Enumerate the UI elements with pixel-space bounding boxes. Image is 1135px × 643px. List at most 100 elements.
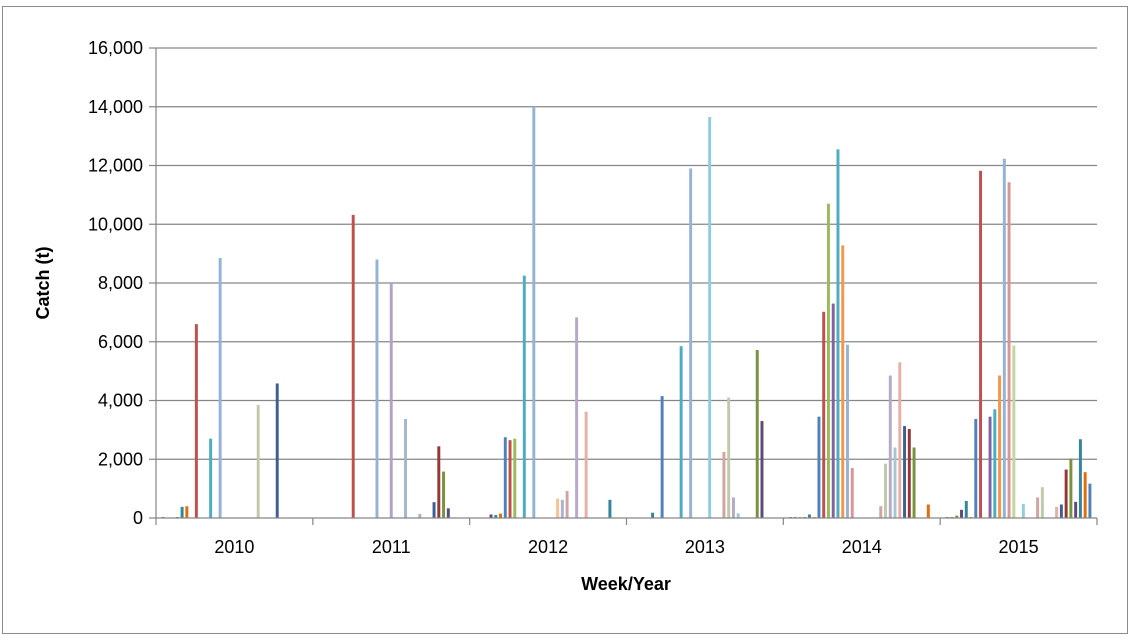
x-tick-label: 2011 [372,537,411,557]
bar [608,499,612,518]
bar [508,440,512,518]
bar [256,404,260,518]
bar [660,396,664,518]
bar [760,421,764,518]
bar [974,419,978,518]
bar [912,447,916,518]
bar [731,497,735,518]
y-tick-label: 8,000 [98,273,143,293]
x-tick-labels: 2010 2011 2012 2013 2014 2015 [214,537,1038,557]
bar [1088,483,1092,518]
bar [185,506,189,518]
bar [275,383,279,518]
bar [1055,506,1059,518]
bar [437,446,441,518]
x-axis-title: Week/Year [581,574,671,594]
bar [513,438,517,518]
bar [679,346,683,518]
bar [884,463,888,518]
x-tick-label: 2014 [842,537,882,557]
bar [180,506,184,518]
x-tick-label: 2012 [528,537,568,557]
bar [836,149,840,518]
y-tick-label: 6,000 [98,332,143,352]
y-tick-label: 2,000 [98,449,143,469]
bar [1059,504,1063,518]
bar [960,509,963,518]
bar [494,515,498,518]
bar [351,214,355,518]
bar [826,203,830,518]
bar [584,411,588,518]
bar [1040,487,1044,518]
bar [736,513,740,518]
bar [1012,345,1016,518]
bar [722,451,726,518]
bar [556,498,560,518]
bar [565,490,569,518]
bar [988,416,992,518]
bar [489,514,493,518]
bar [209,438,213,518]
bar [831,303,835,518]
bar [194,324,198,518]
bar [879,506,883,518]
x-tick-label: 2015 [999,537,1039,557]
bar [926,504,930,518]
bar [532,106,536,518]
bar [389,283,393,518]
bar [822,311,826,518]
y-axis-title: Catch (t) [33,247,53,320]
bar [817,416,821,518]
x-tick-label: 2013 [685,537,725,557]
bar [850,468,854,518]
bar [1036,497,1040,518]
bar [1021,503,1025,518]
y-tick-labels: 0 2,000 4,000 6,000 8,000 10,000 12,000 14,000 1… [88,38,143,528]
bar [807,514,811,518]
bar [375,259,379,518]
bar [522,275,526,518]
bar [1078,439,1082,518]
bar [446,508,450,518]
y-tick-label: 16,000 [88,38,143,58]
bar [1083,472,1087,518]
bar [651,512,655,518]
bar [846,344,849,518]
y-tick-label: 0 [133,508,143,528]
y-tick-label: 12,000 [88,156,143,176]
bar [1069,458,1073,518]
bar [893,447,897,518]
bar [755,349,759,518]
chart-frame [2,6,1128,634]
y-tick-label: 14,000 [88,97,143,117]
bar [993,409,997,518]
bar [499,513,503,518]
bar-series [161,106,1092,519]
bar [218,258,222,518]
bar [964,500,968,518]
bar [708,117,712,518]
y-tick-label: 10,000 [88,214,143,234]
bar [727,397,731,518]
bar [1002,158,1006,518]
bar [907,428,911,518]
bar [432,502,436,518]
bar [1074,501,1078,518]
bar [442,471,446,518]
bar [404,419,407,518]
gridlines [149,47,1097,519]
bar [575,317,579,518]
bar [1007,182,1011,518]
bar [418,513,422,518]
bar [560,499,564,518]
bar [898,362,902,518]
bar [689,168,693,518]
bar [841,245,845,518]
x-tick-label: 2010 [214,537,254,557]
bar [979,170,983,518]
y-tick-label: 4,000 [98,391,143,411]
bar [1064,469,1068,518]
bar [998,375,1002,518]
